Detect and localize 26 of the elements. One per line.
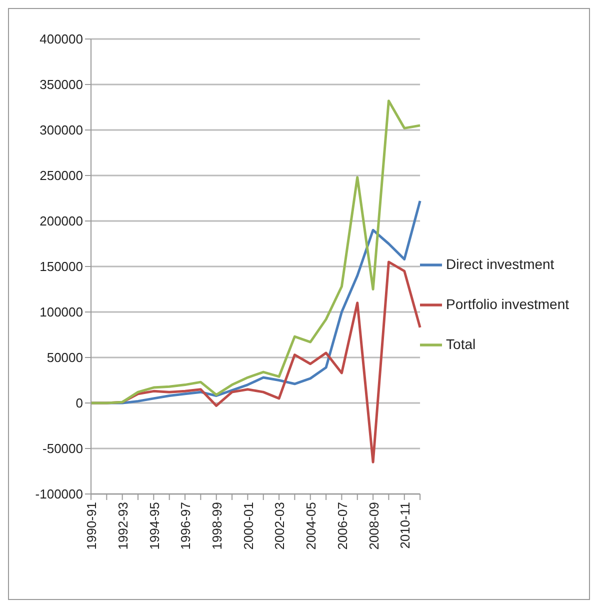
y-tick-label: 50000 (46, 350, 83, 366)
line-series (90, 100, 422, 404)
y-tick-label: 400000 (40, 32, 83, 47)
x-tick-label: 2000-01 (240, 502, 256, 550)
y-tick-label: 350000 (40, 77, 83, 92)
y-tick-label: -50000 (42, 441, 83, 456)
y-tick-label: 100000 (40, 304, 83, 320)
y-tick-label: 300000 (40, 122, 83, 138)
legend-label: Portfolio investment (446, 296, 569, 312)
y-tick-label: -100000 (35, 486, 83, 502)
y-tick-label: 150000 (40, 259, 83, 274)
x-tick-label: 1996-97 (178, 502, 194, 550)
x-tick-label: 1992-93 (116, 502, 131, 550)
x-tick-label: 2004-05 (304, 502, 319, 550)
x-tick-label: 2002-03 (272, 502, 288, 550)
legend-label: Total (446, 336, 476, 352)
y-tick-label: 200000 (40, 214, 83, 229)
y-tick-label: 250000 (40, 168, 83, 184)
x-tick-label: 2010-11 (398, 502, 413, 549)
x-tick-label: 2006-07 (334, 502, 350, 550)
x-tick-label: 1994-95 (146, 502, 162, 550)
y-tick-label: 0 (76, 396, 83, 411)
x-tick-label: 1998-99 (210, 502, 225, 550)
x-tick-label: 1990-91 (84, 502, 100, 550)
legend-label: Direct investment (446, 256, 554, 272)
x-tick-label: 2008-09 (366, 502, 382, 550)
